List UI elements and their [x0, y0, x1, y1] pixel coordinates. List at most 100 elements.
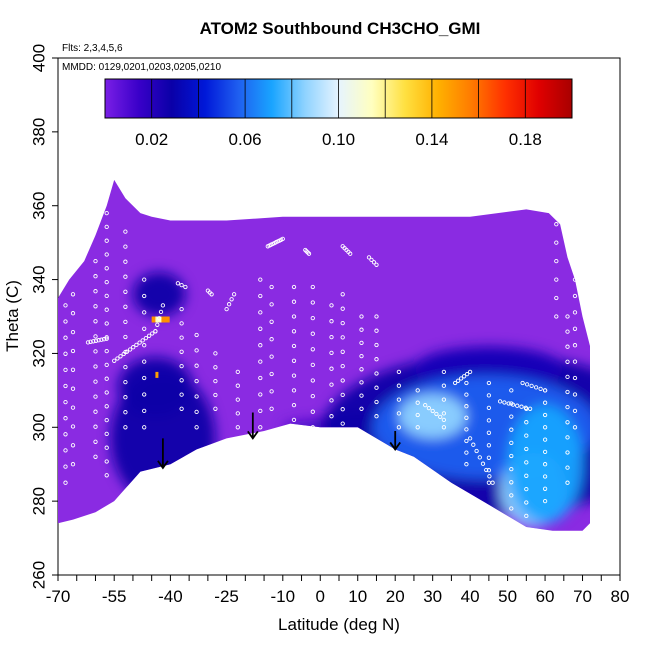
x-tick-label: 80	[611, 587, 630, 606]
sample-point	[524, 500, 529, 505]
sample-point	[157, 316, 162, 321]
sample-point	[194, 409, 199, 415]
sample-point	[104, 293, 109, 299]
sample-point	[371, 260, 377, 265]
sample-point	[70, 462, 76, 467]
sample-point	[415, 388, 420, 393]
sample-point	[374, 262, 379, 267]
sample-point	[269, 302, 274, 307]
sample-point	[430, 408, 435, 414]
sample-point	[464, 415, 469, 420]
sample-point	[194, 425, 199, 430]
sample-point	[464, 450, 469, 455]
x-axis-label: Latitude (deg N)	[278, 615, 400, 634]
sample-point	[140, 338, 145, 343]
sample-point	[542, 412, 548, 418]
sample-point	[542, 400, 548, 405]
sample-point	[258, 343, 263, 348]
sample-point	[329, 398, 334, 403]
sample-point	[572, 310, 578, 315]
sample-point	[179, 378, 184, 383]
sample-point	[99, 337, 104, 342]
sample-point	[524, 460, 529, 465]
sample-point	[486, 380, 492, 386]
sample-point	[104, 473, 109, 478]
sample-point	[438, 414, 443, 420]
sample-point	[554, 222, 559, 227]
sample-point	[464, 380, 469, 386]
sample-point	[467, 436, 473, 441]
sample-point	[213, 378, 218, 384]
sample-point	[565, 314, 570, 319]
sample-point	[524, 433, 529, 438]
sample-point	[179, 306, 184, 312]
sample-point	[572, 326, 578, 331]
sample-point	[542, 449, 548, 455]
sample-point	[523, 405, 528, 410]
sample-point	[565, 465, 570, 470]
sample-point	[359, 367, 364, 372]
sample-point	[509, 427, 514, 432]
sample-point	[258, 375, 263, 381]
sample-point	[63, 464, 68, 469]
y-tick-label: 380	[29, 118, 48, 146]
sample-point	[63, 416, 68, 421]
sample-point	[179, 282, 184, 288]
sample-point	[160, 303, 166, 308]
sample-point	[486, 405, 492, 411]
sample-point	[554, 258, 559, 264]
sample-point	[269, 371, 274, 377]
sample-point	[235, 369, 240, 375]
y-tick-label: 300	[29, 413, 48, 441]
sample-point	[524, 486, 529, 492]
sample-point	[461, 374, 467, 379]
sample-point	[542, 462, 548, 467]
sample-point	[572, 425, 578, 430]
sample-point	[310, 284, 315, 290]
sample-point	[63, 319, 68, 324]
sample-point	[194, 332, 199, 338]
sample-point	[340, 320, 345, 326]
sample-point	[396, 397, 402, 402]
sample-point	[123, 289, 128, 294]
x-tick-label: 40	[461, 587, 480, 606]
sample-point	[70, 386, 76, 391]
sample-point	[123, 334, 128, 340]
sample-point	[179, 392, 184, 397]
sample-point	[486, 468, 492, 473]
sample-point	[565, 344, 570, 349]
sample-point	[441, 369, 447, 375]
sample-point	[93, 454, 98, 459]
sample-point	[213, 392, 218, 398]
sample-point	[565, 435, 570, 440]
y-tick-label: 340	[29, 265, 48, 293]
sample-point	[310, 378, 315, 383]
x-tick-label: 0	[316, 587, 325, 606]
sample-point	[374, 399, 379, 405]
sample-point	[155, 322, 160, 327]
sample-point	[123, 410, 128, 415]
x-tick-label: -25	[214, 587, 239, 606]
sample-point	[542, 388, 548, 393]
sample-point	[329, 319, 334, 324]
sample-point	[572, 343, 578, 348]
sample-point	[93, 274, 98, 279]
sample-point	[143, 335, 149, 341]
sample-point	[134, 342, 139, 348]
sample-point	[291, 284, 297, 290]
sample-point	[194, 363, 199, 368]
sample-point	[565, 404, 570, 410]
sample-point	[291, 299, 297, 304]
sample-point	[70, 424, 76, 429]
sample-point	[70, 311, 76, 316]
y-tick-label: 360	[29, 192, 48, 220]
sample-point	[269, 319, 274, 324]
sample-point	[179, 363, 184, 369]
sample-point	[142, 343, 147, 348]
sample-point	[441, 397, 447, 402]
plot-content	[58, 179, 590, 531]
sample-point	[524, 420, 529, 425]
flights-note: Flts: 2,3,4,5,6	[62, 43, 123, 54]
y-tick-label: 280	[29, 487, 48, 515]
sample-point	[565, 359, 570, 364]
